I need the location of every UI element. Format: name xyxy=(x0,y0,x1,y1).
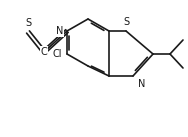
Text: N: N xyxy=(56,26,63,36)
Text: S: S xyxy=(25,18,31,28)
Text: Cl: Cl xyxy=(52,49,62,59)
Text: S: S xyxy=(123,17,129,27)
Text: C: C xyxy=(41,47,47,57)
Text: N: N xyxy=(138,79,145,89)
